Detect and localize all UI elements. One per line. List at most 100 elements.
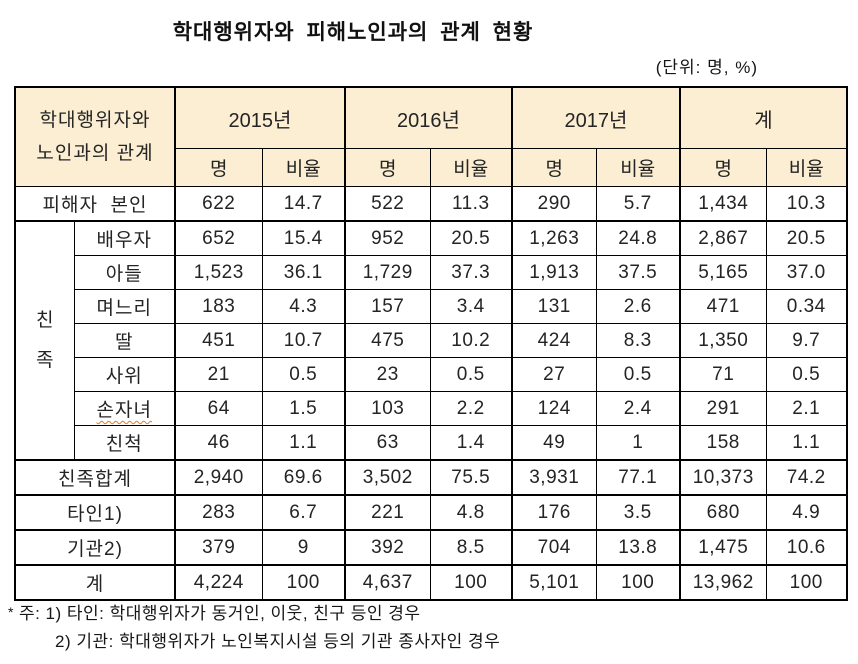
- data-cell: 1.1: [261, 425, 346, 461]
- data-cell: 75.5: [429, 459, 513, 496]
- row-label: 사위: [73, 357, 176, 392]
- data-cell: 283: [174, 494, 263, 531]
- data-cell: 5,101: [511, 564, 597, 601]
- data-cell: 2,867: [679, 220, 767, 256]
- data-cell: 37.5: [595, 255, 681, 290]
- data-cell: 1,523: [174, 255, 263, 290]
- data-cell: 13.8: [595, 529, 681, 566]
- sub-header-ratio: 비율: [595, 148, 681, 187]
- data-cell: 1,263: [511, 220, 597, 256]
- sub-header-count: 명: [344, 148, 431, 187]
- data-cell: 14.7: [261, 186, 346, 222]
- data-cell: 158: [679, 425, 767, 461]
- data-cell: 475: [344, 323, 431, 358]
- data-cell: 1.4: [429, 425, 513, 461]
- footnote-text-1: 주: 1) 타인: 학대행위자가 동거인, 이웃, 친구 등인 경우: [18, 604, 421, 623]
- data-cell: 69.6: [261, 459, 346, 496]
- data-cell: 100: [765, 564, 848, 601]
- data-cell: 622: [174, 186, 263, 222]
- data-cell: 0.5: [765, 357, 848, 392]
- data-cell: 131: [511, 289, 597, 324]
- data-cell: 176: [511, 494, 597, 531]
- data-cell: 8.3: [595, 323, 681, 358]
- group-label-relatives: 친 족: [14, 220, 75, 461]
- data-cell: 3,502: [344, 459, 431, 496]
- data-cell: 2,940: [174, 459, 263, 496]
- data-cell: 1.5: [261, 391, 346, 426]
- sub-header-count: 명: [174, 148, 263, 187]
- data-cell: 15.4: [261, 220, 346, 256]
- footnote-marker: *: [8, 604, 14, 620]
- data-cell: 290: [511, 186, 597, 222]
- data-cell: 424: [511, 323, 597, 358]
- table-row-son-in-law: 사위 21 0.5 23 0.5 27 0.5 71 0.5: [15, 357, 848, 392]
- data-cell: 124: [511, 391, 597, 426]
- footnotes: * 주: 1) 타인: 학대행위자가 동거인, 이웃, 친구 등인 경우 2) 기…: [8, 598, 500, 656]
- data-cell: 100: [261, 564, 346, 601]
- corner-header: 학대행위자와 노인과의 관계: [14, 86, 176, 187]
- data-cell: 13,962: [679, 564, 767, 601]
- table-row-relatives-other: 친척 46 1.1 63 1.4 49 1 158 1.1: [15, 425, 848, 461]
- page-title: 학대행위자와 피해노인과의 관계 현황: [172, 21, 534, 44]
- sub-header-ratio: 비율: [429, 148, 513, 187]
- title-container: 학대행위자와 피해노인과의 관계 현황: [0, 16, 706, 46]
- data-cell: 10.7: [261, 323, 346, 358]
- table-row-son: 아들 1,523 36.1 1,729 37.3 1,913 37.5 5,16…: [15, 255, 848, 290]
- data-cell: 27: [511, 357, 597, 392]
- data-cell: 37.3: [429, 255, 513, 290]
- row-label: 배우자: [73, 220, 176, 256]
- data-cell: 9.7: [765, 323, 848, 358]
- data-cell: 952: [344, 220, 431, 256]
- data-cell: 1,729: [344, 255, 431, 290]
- data-cell: 5,165: [679, 255, 767, 290]
- data-cell: 49: [511, 425, 597, 461]
- row-label: 며느리: [73, 289, 176, 324]
- row-label: 친족합계: [14, 459, 176, 496]
- data-cell: 11.3: [429, 186, 513, 222]
- data-cell: 103: [344, 391, 431, 426]
- table-row-grandchildren: 손자녀 64 1.5 103 2.2 124 2.4 291 2.1: [15, 391, 848, 426]
- year-header-2017: 2017년: [511, 86, 681, 149]
- data-cell: 24.8: [595, 220, 681, 256]
- row-label: 친척: [73, 425, 176, 461]
- data-cell: 471: [679, 289, 767, 324]
- data-cell: 4,224: [174, 564, 263, 601]
- data-cell: 46: [174, 425, 263, 461]
- row-label-text: 손자녀: [96, 400, 152, 421]
- data-cell: 10.3: [765, 186, 848, 222]
- data-cell: 652: [174, 220, 263, 256]
- data-cell: 704: [511, 529, 597, 566]
- table-header-row-sub: 명 비율 명 비율 명 비율 명 비율: [15, 148, 848, 187]
- data-cell: 10.6: [765, 529, 848, 566]
- data-cell: 0.34: [765, 289, 848, 324]
- data-cell: 3.4: [429, 289, 513, 324]
- data-cell: 36.1: [261, 255, 346, 290]
- data-cell: 77.1: [595, 459, 681, 496]
- data-cell: 522: [344, 186, 431, 222]
- data-cell: 392: [344, 529, 431, 566]
- row-label: 피해자 본인: [14, 186, 176, 222]
- data-cell: 2.6: [595, 289, 681, 324]
- sub-header-ratio: 비율: [261, 148, 346, 187]
- data-cell: 10.2: [429, 323, 513, 358]
- row-label: 손자녀: [73, 391, 176, 426]
- row-label: 딸: [73, 323, 176, 358]
- data-cell: 4.8: [429, 494, 513, 531]
- row-label: 아들: [73, 255, 176, 290]
- data-cell: 2.4: [595, 391, 681, 426]
- sub-header-ratio: 비율: [765, 148, 848, 187]
- data-cell: 23: [344, 357, 431, 392]
- table-row-spouse: 친 족 배우자 652 15.4 952 20.5 1,263 24.8 2,8…: [14, 220, 848, 461]
- data-cell: 1,434: [679, 186, 767, 222]
- corner-header-line1: 학대행위자와: [39, 110, 151, 131]
- table-row-grand-total: 계 4,224 100 4,637 100 5,101 100 13,962 1…: [14, 564, 848, 601]
- data-cell: 4.9: [765, 494, 848, 531]
- data-cell: 2.2: [429, 391, 513, 426]
- data-cell: 37.0: [765, 255, 848, 290]
- year-header-total: 계: [679, 86, 848, 149]
- data-cell: 8.5: [429, 529, 513, 566]
- data-cell: 4,637: [344, 564, 431, 601]
- table-row-relatives-subtotal: 친족합계 2,940 69.6 3,502 75.5 3,931 77.1 10…: [14, 459, 848, 496]
- data-cell: 0.5: [261, 357, 346, 392]
